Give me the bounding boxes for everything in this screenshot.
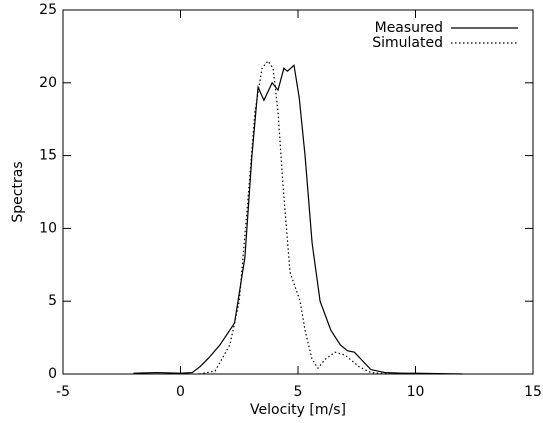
y-tick-label: 0 <box>48 366 57 382</box>
plot-frame <box>62 9 534 375</box>
y-axis-label: Spectras <box>10 161 26 222</box>
x-tick-label: 0 <box>176 384 185 400</box>
y-tick-label: 5 <box>48 293 57 309</box>
legend-label: Simulated <box>372 35 443 51</box>
y-tick-label: 20 <box>39 75 57 91</box>
x-tick-label: -5 <box>56 384 70 400</box>
y-tick-label: 15 <box>39 148 57 164</box>
x-tick-label: 10 <box>407 384 425 400</box>
legend-label: Measured <box>375 20 443 36</box>
x-axis-label: Velocity [m/s] <box>250 402 346 418</box>
x-tick-label: 15 <box>524 384 542 400</box>
y-tick-label: 10 <box>39 220 57 236</box>
x-tick-label: 5 <box>294 384 303 400</box>
series-line <box>199 59 393 375</box>
y-tick-label: 25 <box>39 2 57 18</box>
series-line <box>133 64 463 375</box>
